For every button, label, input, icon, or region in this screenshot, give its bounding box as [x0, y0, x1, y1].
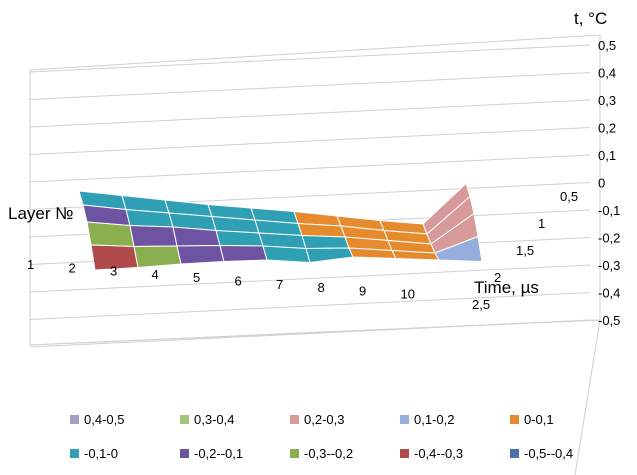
layer-tick-label: 2	[69, 260, 76, 275]
legend-swatch	[290, 415, 299, 424]
time-axis-title: Time, µs	[474, 278, 539, 297]
layer-tick-label: 1	[27, 257, 34, 272]
gridline	[29, 292, 591, 320]
legend-item: -0,1-0	[70, 446, 118, 461]
z-tick-label: 0,4	[598, 66, 616, 81]
layer-tick-label: 3	[110, 264, 117, 279]
legend-item: 0,1-0,2	[400, 412, 454, 427]
legend-label: -0,1-0	[84, 446, 118, 461]
legend-label: -0,5--0,4	[524, 446, 573, 461]
legend-label: -0,2--0,1	[194, 446, 243, 461]
z-tick-label: -0,1	[598, 203, 620, 218]
legend-swatch	[180, 449, 189, 458]
layer-tick-label: 6	[235, 274, 242, 289]
z-axis-title: t, °C	[574, 9, 607, 28]
layer-tick-label: 8	[318, 280, 325, 295]
surface-patch	[219, 244, 268, 263]
z-tick-label: 0	[598, 176, 605, 191]
surface-patch	[172, 226, 221, 247]
legend-item: -0,2--0,1	[180, 446, 243, 461]
legend-label: 0,2-0,3	[304, 412, 344, 427]
floor-edge	[29, 319, 601, 475]
legend-label: 0-0,1	[524, 412, 554, 427]
surface-patch	[297, 222, 346, 238]
legend-label: -0,4--0,3	[414, 446, 463, 461]
legend-item: -0,5--0,4	[510, 446, 573, 461]
time-tick-label: 2,5	[472, 297, 490, 312]
legend-swatch	[180, 415, 189, 424]
legend-item: 0,4-0,5	[70, 412, 124, 427]
legend-swatch	[510, 415, 519, 424]
surface-patch	[86, 221, 135, 248]
surface-plot	[78, 182, 483, 271]
gridline	[29, 264, 591, 293]
time-tick-label: 2	[494, 270, 501, 285]
z-tick-label: -0,3	[598, 258, 620, 273]
layer-tick-label: 5	[193, 270, 200, 285]
gridline	[29, 44, 591, 73]
legend-swatch	[290, 449, 299, 458]
surface-patch	[301, 234, 350, 250]
surface-patch	[434, 235, 483, 263]
legend-swatch	[400, 449, 409, 458]
gridline	[29, 72, 591, 100]
legend-swatch	[70, 449, 79, 458]
legend-item: 0-0,1	[510, 412, 554, 427]
time-tick-label: 1	[538, 216, 545, 231]
surface-patch	[129, 224, 178, 248]
legend: 0,4-0,5 0,3-0,4 0,2-0,3 0,1-0,2 0-0,1 -0,1-0 -…	[70, 412, 573, 461]
legend-swatch	[510, 449, 519, 458]
gridline	[29, 319, 591, 348]
z-tick-label: -0,2	[598, 231, 620, 246]
gridline	[29, 127, 591, 155]
surface-patch	[176, 244, 225, 265]
z-tick-label: 0,5	[598, 38, 616, 53]
legend-label: -0,3--0,2	[304, 446, 353, 461]
layer-tick-label: 7	[276, 277, 283, 292]
surface-patch	[215, 229, 264, 247]
time-tick-label: 0,5	[560, 189, 578, 204]
gridline	[29, 99, 591, 128]
surface-patch	[262, 245, 311, 264]
layer-tick-label: 9	[359, 283, 366, 298]
legend-label: 0,1-0,2	[414, 412, 454, 427]
chart-walls	[29, 34, 601, 475]
gridline	[29, 154, 591, 183]
layer-tick-label: 4	[152, 267, 159, 282]
layer-tick-label: 10	[401, 287, 415, 302]
z-tick-label: -0,4	[598, 286, 620, 301]
legend-item: 0,2-0,3	[290, 412, 344, 427]
z-tick-label: 0,3	[598, 93, 616, 108]
surface-patch	[133, 245, 182, 269]
tick-labels: 0,5 0,4 0,3 0,2 0,1 0 -0,1 -0,2 -0,3 -0,4 -0,5 1 2 3 4…	[27, 38, 620, 328]
legend-item: -0,4--0,3	[400, 446, 463, 461]
z-tick-label: 0,2	[598, 121, 616, 136]
legend-swatch	[400, 415, 409, 424]
legend-item: -0,3--0,2	[290, 446, 353, 461]
legend-item: 0,3-0,4	[180, 412, 234, 427]
back-wall	[29, 34, 601, 346]
legend-label: 0,3-0,4	[194, 412, 234, 427]
legend-label: 0,4-0,5	[84, 412, 124, 427]
z-tick-label: -0,5	[598, 313, 620, 328]
time-tick-label: 1,5	[516, 243, 534, 258]
layer-axis-title: Layer №	[8, 204, 74, 223]
legend-swatch	[70, 415, 79, 424]
z-tick-label: 0,1	[598, 148, 616, 163]
